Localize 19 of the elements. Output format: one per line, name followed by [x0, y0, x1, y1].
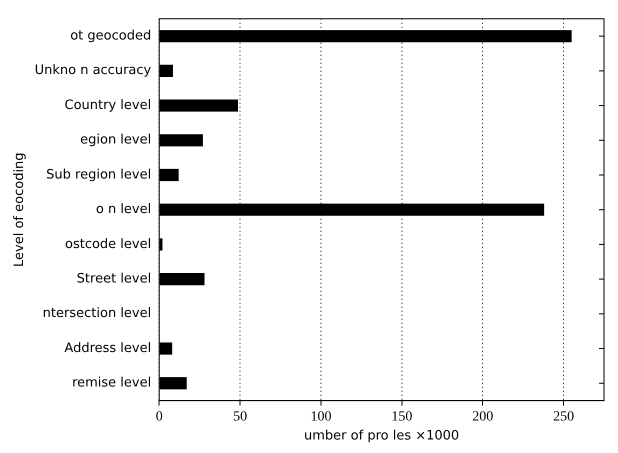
- y-tick-label: Street level: [76, 271, 152, 286]
- y-tick-label: Unkno n accuracy: [34, 63, 152, 78]
- y-tick-label: egion level: [80, 132, 152, 148]
- y-tick-label: ostcode level: [64, 236, 152, 252]
- y-tick-label: Country level: [64, 98, 152, 113]
- y-tick-label: o n level: [96, 202, 152, 218]
- y-tick-label: remise level: [72, 376, 152, 391]
- y-tick-label: Address level: [64, 340, 152, 356]
- x-tick-label: 50: [233, 410, 248, 425]
- x-axis-title: umber of pro les ×1000: [304, 428, 460, 444]
- x-tick-label: 150: [391, 410, 412, 425]
- x-tick-label: 200: [472, 410, 494, 425]
- x-tick-label: 250: [553, 410, 574, 425]
- y-axis-title: Level of eocoding: [12, 152, 28, 267]
- x-tick-label: 100: [310, 410, 332, 425]
- y-tick-label: Sub region level: [46, 167, 152, 182]
- y-tick-label: ntersection level: [42, 306, 152, 322]
- x-tick-label: 0: [156, 410, 163, 425]
- y-tick-label: ot geocoded: [70, 28, 152, 44]
